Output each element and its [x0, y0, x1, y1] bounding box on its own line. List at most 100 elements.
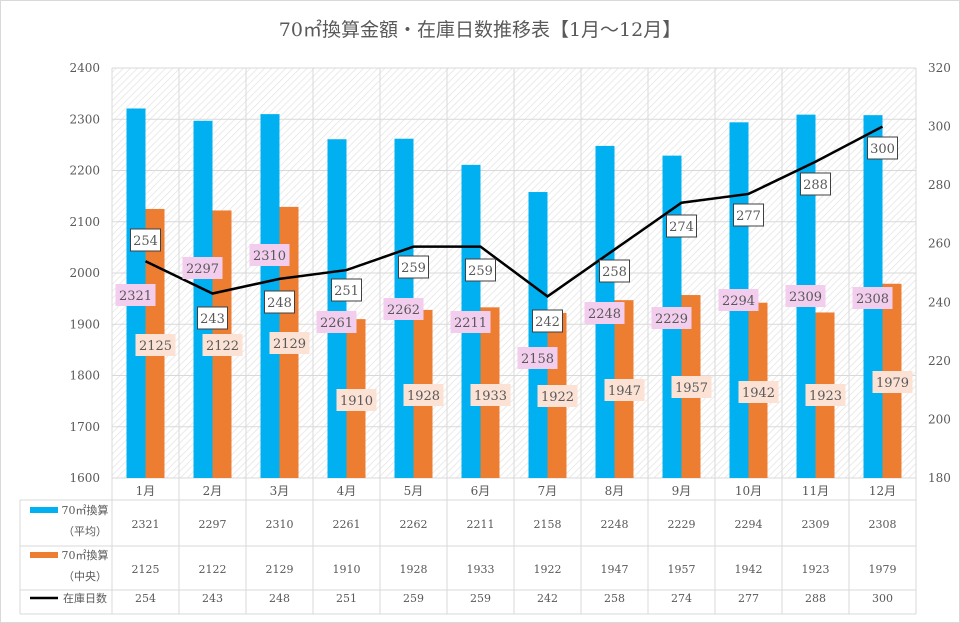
data-label-stock-days-text: 259	[468, 264, 493, 279]
data-label-stock-days: 259	[398, 255, 429, 279]
data-label-median: 2122	[202, 334, 243, 356]
data-label-median: 1933	[470, 384, 511, 406]
right-axis-tick: 320	[928, 61, 951, 75]
right-axis-tick: 260	[928, 237, 951, 251]
table-cell: 243	[202, 592, 223, 605]
data-label-median-text: 1923	[809, 389, 842, 404]
data-label-average: 2262	[383, 298, 424, 320]
data-label-stock-days-box	[331, 278, 362, 302]
data-label-stock-days: 254	[130, 228, 161, 252]
left-axis-tick: 1600	[69, 471, 100, 485]
data-label-stock-days: 251	[331, 278, 362, 302]
data-label-stock-days-text: 254	[133, 234, 158, 249]
bar-average	[327, 139, 347, 479]
data-label-average-text: 2321	[119, 289, 152, 304]
data-label-stock-days: 258	[599, 259, 630, 283]
data-label-average-text: 2294	[722, 294, 755, 309]
category-label: 12月	[869, 484, 896, 498]
table-cell: 277	[738, 592, 759, 605]
table-cell: 251	[336, 592, 357, 605]
data-label-median-box	[537, 385, 578, 407]
data-label-stock-days-box	[532, 309, 563, 333]
category-label: 1月	[136, 484, 156, 498]
data-label-average: 2211	[450, 311, 491, 333]
data-label-average-text: 2211	[454, 316, 487, 331]
left-axis-tick: 1700	[69, 420, 100, 434]
table-cell: 1979	[869, 563, 897, 576]
data-label-average: 2321	[115, 284, 156, 306]
table-cell: 258	[604, 592, 625, 605]
data-label-average-box	[249, 244, 290, 266]
data-label-average: 2310	[249, 244, 290, 266]
data-label-median-text: 1979	[876, 376, 909, 391]
category-label: 4月	[337, 484, 357, 498]
data-label-stock-days-box	[867, 136, 898, 160]
data-label-median: 1928	[403, 384, 444, 406]
data-label-stock-days-box	[800, 172, 831, 196]
category-label: 11月	[802, 484, 829, 498]
data-label-stock-days: 288	[800, 172, 831, 196]
data-label-median: 1922	[537, 385, 578, 407]
legend-label: 在庫日数	[63, 591, 107, 605]
legend-label: （中央）	[63, 570, 107, 583]
data-label-median-text: 1942	[742, 386, 775, 401]
table-cell: 300	[872, 592, 893, 605]
line-stock-days	[144, 125, 884, 298]
legend-label: 70㎡換算	[62, 503, 109, 517]
table-cell: 2297	[199, 518, 227, 531]
data-label-average-text: 2158	[521, 352, 554, 367]
data-label-stock-days-text: 258	[602, 265, 627, 280]
table-cell: 2261	[333, 518, 361, 531]
data-label-stock-days-text: 259	[401, 261, 426, 276]
table-cell: 2248	[601, 518, 629, 531]
table-cell: 1928	[400, 563, 428, 576]
data-label-median-box	[135, 334, 176, 356]
data-label-median: 1910	[336, 389, 377, 411]
data-label-average-box	[785, 285, 826, 307]
data-label-median: 1923	[805, 384, 846, 406]
table-cell: 274	[671, 592, 692, 605]
data-label-stock-days: 248	[264, 290, 295, 314]
table-cell: 1922	[534, 563, 562, 576]
left-axis-tick: 1800	[69, 369, 100, 383]
category-label: 6月	[471, 484, 491, 498]
data-label-average: 2229	[651, 307, 692, 329]
category-label: 8月	[605, 484, 625, 498]
category-label: 10月	[735, 484, 762, 498]
data-label-median-box	[805, 384, 846, 406]
table-cell: 288	[805, 592, 826, 605]
data-label-stock-days: 277	[733, 203, 764, 227]
data-label-median-text: 2125	[139, 339, 172, 354]
legend-label: 70㎡換算	[62, 548, 109, 562]
data-label-median-box	[470, 384, 511, 406]
data-label-stock-days-text: 251	[334, 284, 359, 299]
data-label-average-text: 2309	[789, 290, 822, 305]
table-cell: 259	[403, 592, 424, 605]
data-label-average-box	[651, 307, 692, 329]
table-cell: 259	[470, 592, 491, 605]
data-label-median: 1942	[738, 381, 779, 403]
left-axis-tick: 2100	[69, 215, 100, 229]
data-label-median-box	[403, 384, 444, 406]
data-label-average-text: 2308	[856, 292, 889, 307]
data-label-median-text: 1933	[474, 389, 507, 404]
left-axis-tick: 1900	[69, 317, 100, 331]
data-label-average-text: 2229	[655, 312, 688, 327]
data-label-median: 1979	[872, 371, 913, 393]
data-label-average: 2261	[316, 311, 357, 333]
data-label-stock-days: 243	[197, 306, 228, 330]
table-cell: 254	[135, 592, 156, 605]
data-label-average-box	[115, 284, 156, 306]
data-label-average-box	[517, 347, 558, 369]
data-label-average-box	[316, 311, 357, 333]
bar-average	[528, 192, 548, 478]
legend-key	[30, 507, 58, 513]
data-label-median: 1957	[671, 376, 712, 398]
data-label-stock-days-text: 274	[669, 220, 694, 235]
data-label-stock-days: 300	[867, 136, 898, 160]
table-cell: 1957	[668, 563, 696, 576]
category-label: 7月	[538, 484, 558, 498]
legend-label: （平均）	[63, 525, 107, 538]
data-label-median-text: 1910	[340, 394, 373, 409]
table-cell: 2308	[869, 518, 897, 531]
